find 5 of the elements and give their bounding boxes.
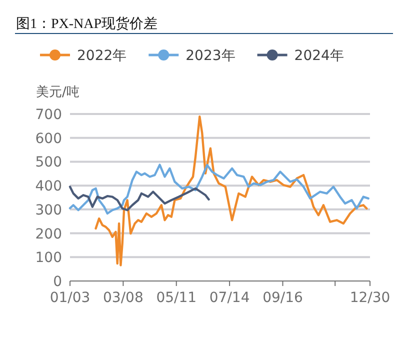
ylabel: 美元/吨 <box>36 85 80 100</box>
legend-label: 2024年 <box>294 48 344 64</box>
title: 图1：PX-NAP现货价差 <box>16 17 158 32</box>
legend-label: 2022年 <box>77 48 127 64</box>
legend-label: 2023年 <box>186 48 236 64</box>
